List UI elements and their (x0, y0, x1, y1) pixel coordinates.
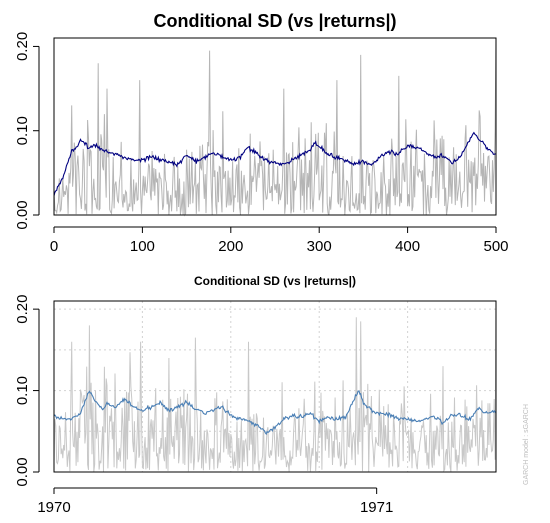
x-tick-label: 200 (218, 238, 243, 255)
y-tick-label: 0.10 (14, 116, 31, 145)
conditional-sd-series (53, 390, 497, 436)
x-tick-label: 0 (50, 238, 58, 255)
y-tick-label: 0.20 (14, 295, 31, 324)
top-chart-title: Conditional SD (vs |returns|) (153, 11, 396, 31)
abs-returns-series (53, 300, 497, 473)
y-tick-label: 0.00 (14, 200, 31, 229)
top-chart-panel: 0 100 200 300 400 500 0.00 0.10 0.20 (14, 32, 509, 255)
garch-model-side-label: GARCH model : sGARCH (523, 404, 530, 485)
x-tick-label: 300 (307, 238, 332, 255)
y-tick-label: 0.10 (14, 376, 31, 405)
y-tick-label: 0.00 (14, 457, 31, 486)
plot-frame (53, 37, 497, 216)
x-tick-label: 500 (483, 238, 508, 255)
plot-frame (53, 300, 497, 473)
y-tick-label: 0.20 (14, 32, 31, 61)
bottom-chart-panel: 1970 1971 0.00 0.10 0.20 (14, 295, 497, 516)
x-tick-label: 1970 (37, 499, 70, 516)
x-tick-label: 1971 (360, 499, 393, 516)
bottom-chart-title: Conditional SD (vs |returns|) (194, 274, 356, 288)
conditional-sd-series (53, 131, 497, 196)
x-tick-label: 400 (395, 238, 420, 255)
x-tick-label: 100 (130, 238, 155, 255)
abs-returns-series (53, 37, 497, 217)
